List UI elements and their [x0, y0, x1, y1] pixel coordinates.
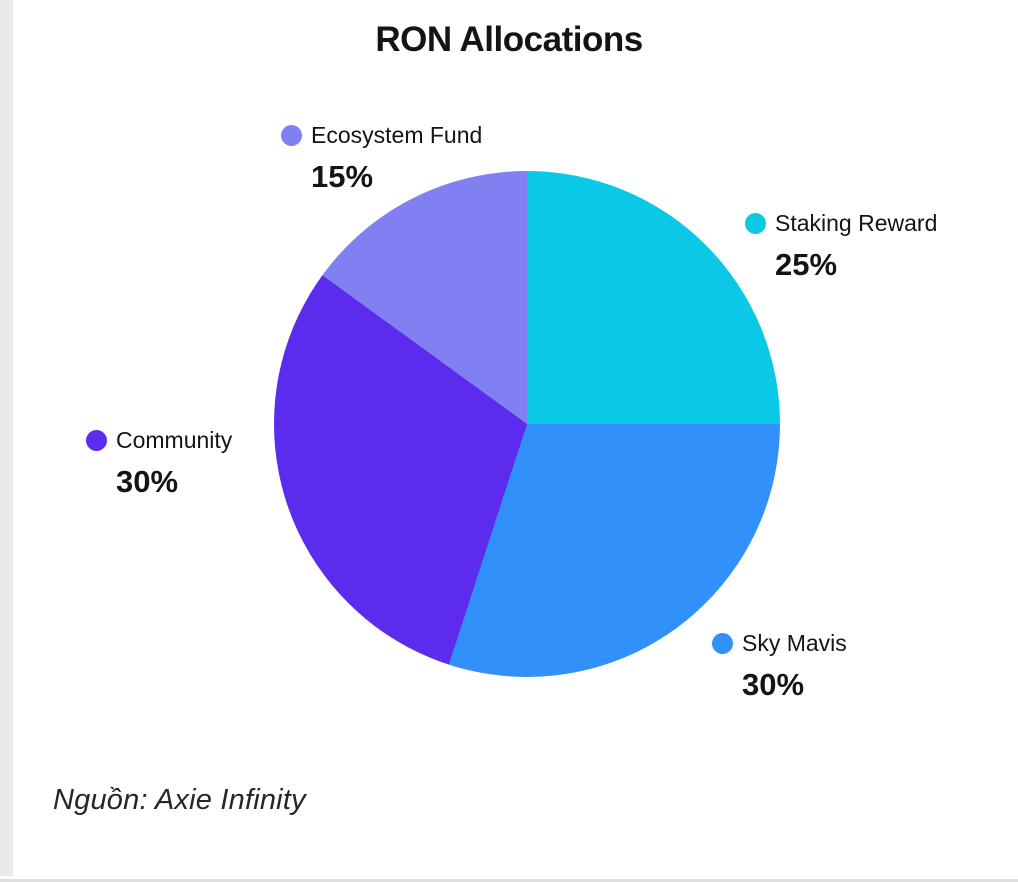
- legend-dot-sky-mavis: [712, 632, 733, 654]
- legend-label-sky-mavis: Sky Mavis: [742, 629, 847, 656]
- legend-label-ecosystem-fund: Ecosystem Fund: [311, 121, 483, 148]
- legend-label-staking-reward: Staking Reward: [775, 209, 938, 236]
- source-caption: Nguồn: Axie Infinity: [53, 784, 306, 816]
- legend-dot-ecosystem-fund: [281, 124, 302, 146]
- page-bottom-edge-line: [0, 879, 1018, 882]
- legend-item-ecosystem-fund: Ecosystem Fund 15%: [281, 118, 482, 197]
- page-left-edge-strip: [0, 0, 13, 876]
- legend-label-community: Community: [116, 426, 233, 453]
- legend-item-staking-reward: Staking Reward 25%: [745, 206, 937, 285]
- legend-item-sky-mavis: Sky Mavis 30%: [712, 626, 847, 705]
- chart-title: RON Allocations: [375, 20, 643, 59]
- legend-item-community: Community 30%: [86, 423, 232, 502]
- legend-dot-staking-reward: [745, 212, 766, 234]
- legend-value-ecosystem-fund: 15%: [311, 159, 374, 194]
- pie-chart: [274, 171, 780, 677]
- legend-value-staking-reward: 25%: [775, 247, 838, 282]
- legend-value-community: 30%: [116, 464, 179, 499]
- legend-dot-community: [86, 429, 107, 451]
- legend-value-sky-mavis: 30%: [742, 667, 805, 702]
